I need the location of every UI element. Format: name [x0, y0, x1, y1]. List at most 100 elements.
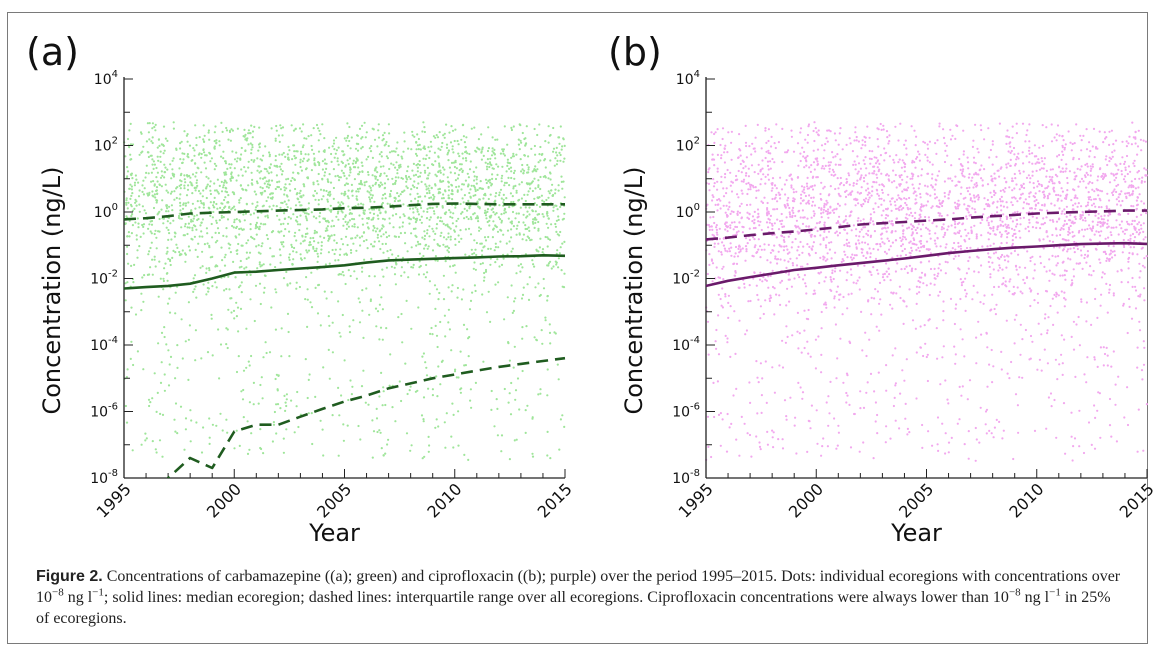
scatter-dot: [356, 187, 359, 191]
scatter-dot: [174, 377, 177, 380]
scatter-dot: [135, 200, 138, 203]
scatter-dot: [288, 183, 291, 186]
scatter-dot: [320, 244, 323, 247]
scatter-dot: [1033, 269, 1036, 272]
scatter-dot: [495, 192, 498, 195]
scatter-dot: [855, 228, 858, 231]
scatter-dot: [297, 425, 300, 429]
scatter-dot: [179, 179, 182, 182]
scatter-dot: [218, 219, 221, 222]
scatter-dot: [1132, 246, 1136, 249]
scatter-dot: [329, 210, 333, 213]
scatter-dot: [231, 150, 234, 153]
scatter-dot: [183, 448, 186, 451]
scatter-dot: [188, 144, 192, 147]
scatter-dot: [556, 363, 559, 366]
scatter-dot: [335, 136, 338, 139]
scatter-dot: [141, 276, 144, 279]
scatter-dot: [327, 315, 330, 318]
scatter-dot: [1043, 157, 1046, 160]
scatter-dot: [1080, 177, 1084, 180]
scatter-dot: [327, 221, 330, 224]
scatter-dot: [299, 223, 302, 226]
scatter-dot: [473, 239, 476, 242]
scatter-dot: [258, 263, 261, 266]
scatter-dot: [894, 230, 897, 233]
scatter-dot: [340, 273, 343, 276]
scatter-dot: [254, 208, 257, 211]
scatter-dot: [202, 206, 205, 209]
scatter-dot: [1108, 259, 1111, 262]
scatter-dot: [396, 192, 399, 195]
scatter-dot: [140, 309, 143, 312]
scatter-dot: [739, 162, 742, 166]
scatter-dot: [722, 195, 726, 198]
scatter-dot: [441, 205, 444, 208]
scatter-dot: [456, 189, 459, 192]
scatter-dot: [1138, 221, 1141, 224]
scatter-dot: [344, 165, 347, 168]
scatter-dot: [1100, 293, 1103, 296]
scatter-dot: [835, 222, 838, 225]
scatter-dot: [183, 130, 186, 133]
scatter-dot: [173, 190, 176, 193]
scatter-dot: [468, 168, 472, 171]
scatter-dot: [439, 219, 442, 223]
scatter-dot: [326, 225, 329, 228]
scatter-dot: [967, 161, 970, 164]
scatter-dot: [1065, 205, 1068, 208]
scatter-dot: [215, 189, 218, 192]
scatter-dot: [431, 249, 435, 252]
scatter-dot: [767, 226, 770, 229]
scatter-dot: [812, 149, 815, 152]
scatter-dot: [537, 229, 540, 232]
scatter-dot: [1028, 161, 1031, 164]
scatter-dot: [516, 377, 520, 380]
scatter-dot: [521, 266, 524, 269]
scatter-dot: [1010, 360, 1013, 364]
scatter-dot: [480, 133, 483, 136]
scatter-dot: [738, 133, 741, 136]
scatter-dot: [857, 217, 860, 220]
scatter-dot: [294, 128, 297, 131]
scatter-dot: [137, 195, 141, 198]
scatter-dot: [1134, 285, 1137, 288]
scatter-dot: [194, 359, 197, 362]
scatter-dot: [1056, 124, 1060, 127]
scatter-dot: [356, 134, 359, 137]
scatter-dot: [247, 129, 250, 132]
scatter-dot: [343, 190, 347, 193]
scatter-dot: [1142, 222, 1145, 225]
scatter-dot: [725, 187, 728, 190]
scatter-dot: [1057, 255, 1060, 258]
scatter-dot: [563, 157, 566, 160]
scatter-dot: [184, 181, 187, 184]
scatter-dot: [1145, 255, 1148, 258]
scatter-dot: [520, 181, 524, 184]
scatter-dot: [130, 264, 133, 267]
scatter-dot: [538, 153, 541, 156]
scatter-dot: [215, 141, 218, 144]
scatter-dot: [431, 388, 434, 391]
scatter-dot: [326, 180, 330, 183]
scatter-dot: [553, 164, 556, 167]
scatter-dot: [915, 243, 918, 246]
scatter-dot: [515, 272, 518, 275]
scatter-dot: [179, 147, 182, 150]
scatter-dot: [338, 331, 341, 334]
scatter-dot: [281, 153, 284, 156]
scatter-dot: [891, 230, 894, 233]
scatter-dot: [409, 385, 412, 388]
scatter-dot: [318, 215, 321, 218]
scatter-dot: [460, 212, 463, 215]
scatter-dot: [808, 187, 811, 190]
scatter-dot: [1054, 358, 1057, 361]
scatter-dot: [187, 378, 190, 381]
scatter-dot: [513, 169, 516, 172]
scatter-dot: [342, 224, 345, 227]
scatter-dot: [466, 328, 469, 331]
scatter-dot: [174, 232, 177, 235]
scatter-dot: [465, 215, 468, 219]
scatter-dot: [288, 253, 291, 256]
